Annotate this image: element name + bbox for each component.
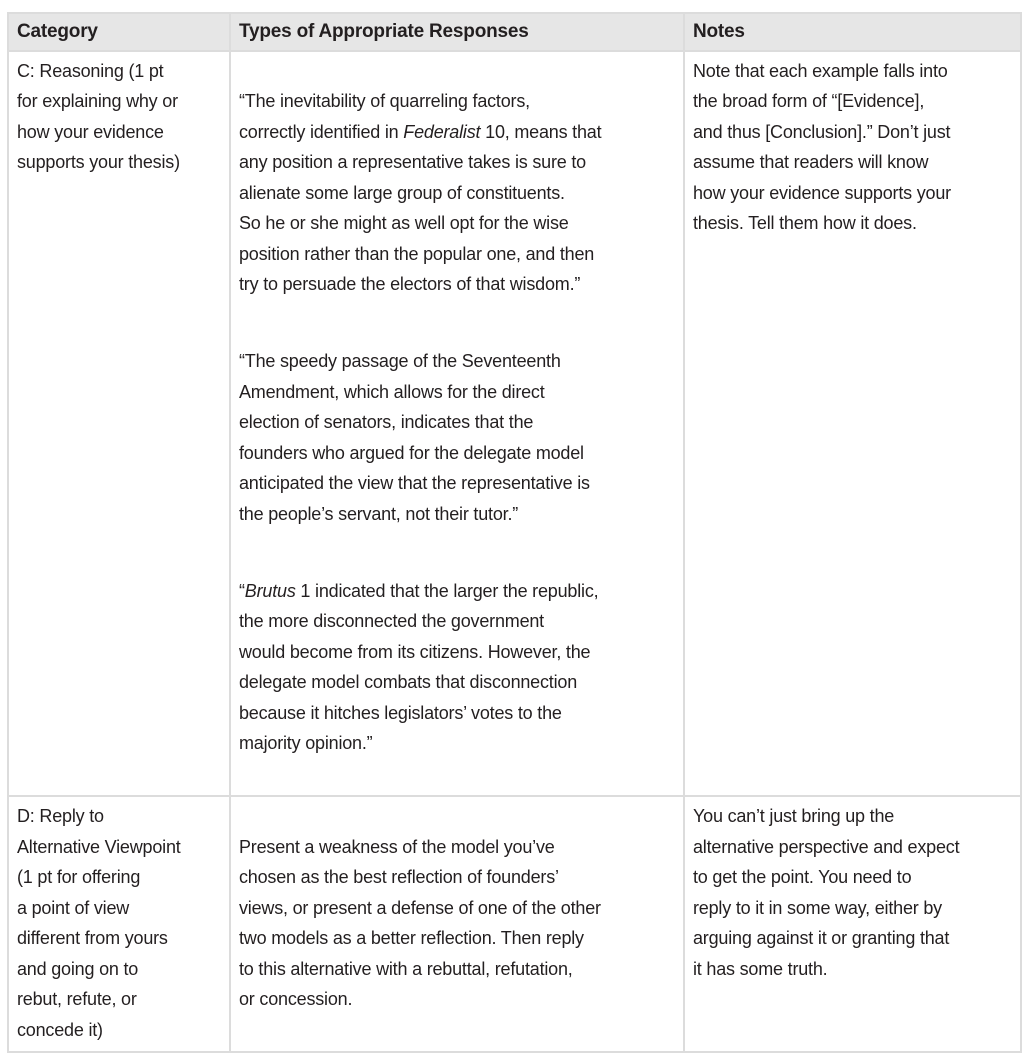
category-cell: C: Reasoning (1 pt for explaining why or…	[7, 49, 231, 797]
response-paragraph: Present a weakness of the model you’ve c…	[239, 832, 675, 1015]
text: Present a weakness of the model you’ve c…	[239, 836, 601, 1010]
text: “The speedy passage of the Seventeenth A…	[239, 351, 590, 524]
notes-cell: You can’t just bring up the alternative …	[683, 795, 1022, 1053]
rubric-table: Category Types of Appropriate Responses …	[7, 12, 1022, 1053]
responses-cell: Present a weakness of the model you’ve c…	[229, 795, 685, 1053]
response-paragraph: “The inevitability of quarreling factors…	[239, 86, 675, 300]
italic-title: Brutus	[244, 580, 296, 601]
table-row: D: Reply to Alternative Viewpoint (1 pt …	[7, 795, 1022, 1053]
text: “The inevitability of quarreling factors…	[239, 91, 530, 142]
category-cell: D: Reply to Alternative Viewpoint (1 pt …	[7, 795, 231, 1053]
italic-title: Federalist	[403, 121, 481, 142]
header-row: Category Types of Appropriate Responses …	[7, 12, 1022, 52]
responses-cell: “The inevitability of quarreling factors…	[229, 49, 685, 797]
response-paragraph: “Brutus 1 indicated that the larger the …	[239, 576, 675, 759]
text: “	[239, 580, 245, 601]
notes-cell: Note that each example falls into the br…	[683, 49, 1022, 797]
header-responses: Types of Appropriate Responses	[229, 12, 685, 52]
header-category: Category	[7, 12, 231, 52]
text: 10, means that any position a representa…	[239, 121, 602, 295]
table-row: C: Reasoning (1 pt for explaining why or…	[7, 49, 1022, 797]
text: 1 indicated that the larger the republic…	[239, 580, 599, 754]
header-notes: Notes	[683, 12, 1022, 52]
response-paragraph: “The speedy passage of the Seventeenth A…	[239, 346, 675, 529]
